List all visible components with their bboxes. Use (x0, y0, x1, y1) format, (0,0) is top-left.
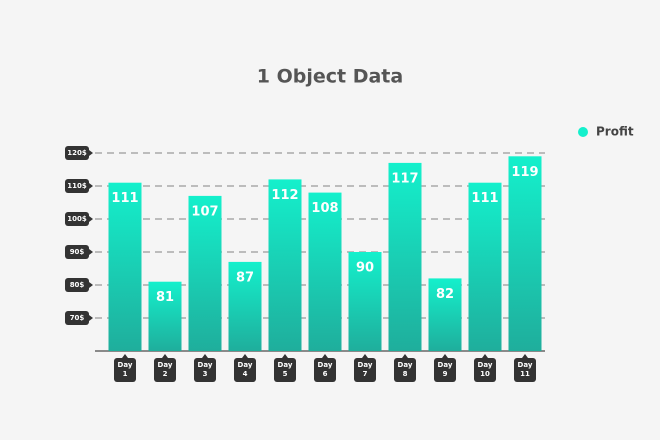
legend-label: Profit (596, 125, 634, 139)
bar (108, 182, 142, 351)
x-tick-pointer (522, 354, 528, 358)
value-label: 107 (191, 204, 218, 219)
y-tick-label: 120$ (67, 149, 87, 157)
bar (268, 179, 302, 351)
bar (308, 192, 342, 351)
value-label: 108 (311, 201, 338, 216)
y-tick-box (65, 212, 89, 226)
y-tick-box (65, 278, 89, 292)
y-tick-label: 110$ (67, 182, 87, 190)
x-tick-label: Day 9 (434, 358, 456, 382)
x-tick-pointer (442, 354, 448, 358)
x-tick-label: Day 6 (314, 358, 336, 382)
value-label: 111 (111, 191, 138, 206)
y-tick-pointer (89, 183, 93, 189)
y-tick-pointer (89, 282, 93, 288)
y-tick-pointer (89, 216, 93, 222)
y-tick-label: 70$ (70, 314, 85, 322)
x-tick-label: Day 10 (474, 358, 496, 382)
y-tick-label: 80$ (70, 281, 85, 289)
value-label: 82 (436, 287, 454, 302)
bar (428, 278, 462, 351)
value-label: 87 (236, 270, 254, 285)
x-tick-pointer (282, 354, 288, 358)
x-tick-label: Day 11 (514, 358, 536, 382)
x-tick-label: Day 1 (114, 358, 136, 382)
bar (188, 195, 222, 351)
chart-title: 1 Object Data (257, 66, 403, 88)
value-label: 90 (356, 261, 374, 276)
x-tick-pointer (122, 354, 128, 358)
x-tick-pointer (362, 354, 368, 358)
y-tick-box (65, 146, 89, 160)
y-tick-pointer (89, 150, 93, 156)
value-label: 112 (271, 188, 298, 203)
bar (508, 156, 542, 351)
x-tick-label: Day 4 (234, 358, 256, 382)
bar (388, 162, 422, 351)
bar (148, 281, 182, 351)
x-tick-pointer (242, 354, 248, 358)
x-tick-pointer (162, 354, 168, 358)
x-tick-label: Day 5 (274, 358, 296, 382)
bar (228, 261, 262, 351)
x-tick-label: Day 8 (394, 358, 416, 382)
x-tick-label: Day 2 (154, 358, 176, 382)
x-tick-pointer (322, 354, 328, 358)
y-tick-pointer (89, 249, 93, 255)
y-tick-label: 100$ (67, 215, 87, 223)
y-tick-pointer (89, 315, 93, 321)
x-tick-label: Day 3 (194, 358, 216, 382)
value-label: 81 (156, 290, 174, 305)
x-tick-pointer (202, 354, 208, 358)
bar (348, 252, 382, 351)
x-tick-label: Day 7 (354, 358, 376, 382)
value-label: 119 (511, 165, 538, 180)
x-tick-pointer (402, 354, 408, 358)
bar (468, 182, 502, 351)
value-label: 111 (471, 191, 498, 206)
y-tick-box (65, 311, 89, 325)
x-tick-pointer (482, 354, 488, 358)
y-tick-box (65, 245, 89, 259)
legend-marker (578, 127, 588, 137)
value-label: 117 (391, 171, 418, 186)
y-tick-label: 90$ (70, 248, 85, 256)
y-tick-box (65, 179, 89, 193)
